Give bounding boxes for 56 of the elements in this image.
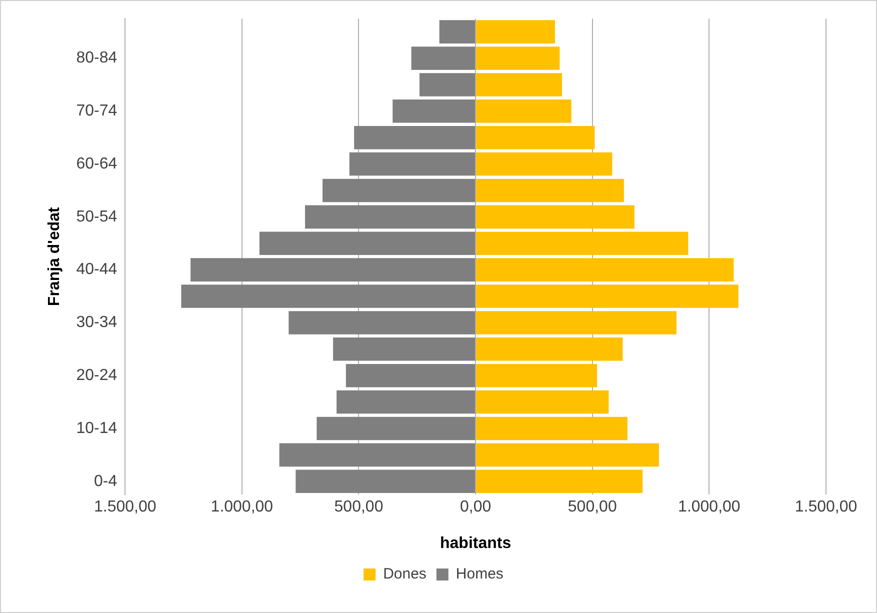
y-axis-title: Franja d'edat — [46, 206, 64, 306]
y-tick-label: 40-44 — [76, 261, 118, 278]
bar — [476, 152, 612, 176]
y-tick-label: 10-14 — [76, 420, 118, 437]
legend-label: Homes — [456, 566, 504, 583]
bar — [476, 178, 624, 202]
y-tick-label: 60-64 — [76, 155, 118, 172]
x-tick-label: 1.500,00 — [94, 498, 156, 516]
bar — [476, 100, 572, 123]
bar — [476, 20, 555, 44]
bar — [476, 311, 676, 334]
bar — [336, 390, 476, 414]
y-tick-label: 70-74 — [76, 102, 118, 120]
bar — [346, 364, 476, 388]
bar — [279, 443, 476, 467]
bar — [181, 284, 476, 308]
bar — [305, 205, 476, 229]
bar — [476, 126, 595, 150]
bar — [333, 338, 476, 361]
bar — [476, 443, 659, 467]
bar — [349, 152, 476, 176]
bar — [476, 416, 628, 440]
bar — [190, 258, 476, 282]
bar — [476, 73, 562, 96]
bar — [392, 100, 476, 123]
y-tick-label: 50-54 — [76, 208, 118, 226]
y-tick-label: 80-84 — [76, 50, 118, 67]
x-tick-label: 1.000,00 — [678, 498, 740, 516]
bar — [476, 364, 598, 388]
bar — [354, 126, 476, 150]
legend-label: Dones — [383, 566, 426, 583]
bar — [476, 205, 634, 229]
bar — [476, 470, 643, 494]
bar — [288, 311, 476, 334]
bar — [411, 46, 476, 70]
x-tick-label: 1.500,00 — [794, 498, 858, 516]
y-tick-label: 20-24 — [76, 367, 118, 384]
bar — [259, 232, 476, 256]
bar — [296, 470, 476, 494]
bar — [476, 338, 623, 361]
bar — [476, 258, 734, 282]
bar — [476, 390, 609, 414]
x-axis-title: habitants — [440, 534, 512, 552]
x-tick-label: 0,00 — [460, 498, 492, 516]
bar — [316, 416, 476, 440]
x-tick-label: 500,00 — [334, 498, 384, 516]
bar — [476, 232, 688, 256]
bar — [476, 46, 560, 70]
x-tick-label: 1.000,00 — [210, 498, 274, 516]
bar — [476, 284, 738, 308]
y-tick-label: 30-34 — [76, 314, 118, 332]
bar — [419, 73, 476, 96]
y-tick-label: 0-4 — [94, 472, 118, 490]
x-tick-label: 500,00 — [568, 498, 617, 516]
bar — [322, 178, 476, 202]
bar — [439, 20, 476, 44]
